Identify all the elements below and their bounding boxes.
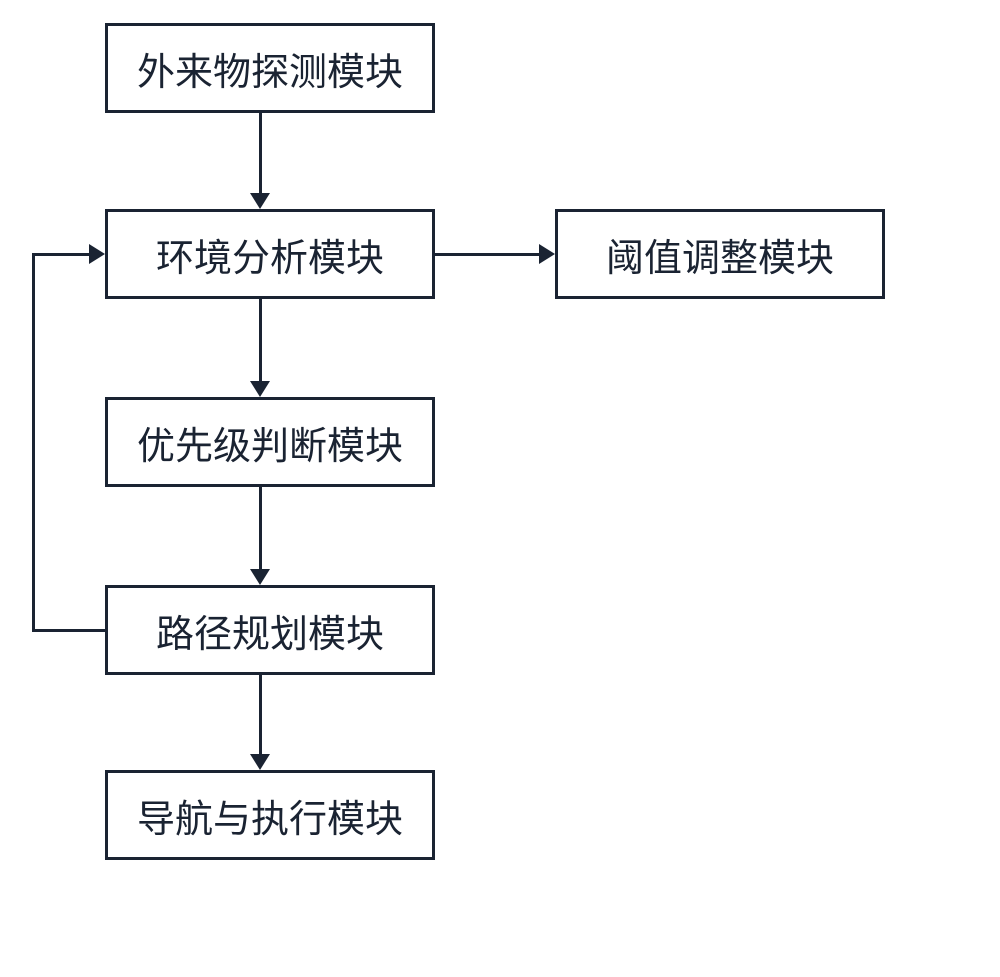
- flowchart-container: 外来物探测模块 环境分析模块 阈值调整模块 优先级判断模块 路径规划模块 导航与…: [0, 0, 1000, 977]
- edge-n2-n3-line: [435, 253, 539, 256]
- edge-feedback-v: [32, 253, 35, 632]
- edge-n2-n4-arrowhead: [250, 381, 270, 397]
- node-priority-judgment: 优先级判断模块: [105, 397, 435, 487]
- node-label: 路径规划模块: [156, 603, 384, 658]
- node-threshold-adjustment: 阈值调整模块: [555, 209, 885, 299]
- edge-n4-n5-arrowhead: [250, 569, 270, 585]
- node-label: 导航与执行模块: [137, 788, 403, 843]
- node-environment-analysis: 环境分析模块: [105, 209, 435, 299]
- edge-n1-n2-line: [259, 113, 262, 193]
- edge-n2-n3-arrowhead: [539, 244, 555, 264]
- edge-n4-n5-line: [259, 487, 262, 569]
- node-navigation-execution: 导航与执行模块: [105, 770, 435, 860]
- node-label: 环境分析模块: [156, 227, 384, 282]
- edge-feedback-arrowhead: [89, 244, 105, 264]
- node-label: 阈值调整模块: [606, 227, 834, 282]
- edge-n1-n2-arrowhead: [250, 193, 270, 209]
- edge-feedback-h2: [32, 253, 89, 256]
- node-label: 外来物探测模块: [137, 41, 403, 96]
- edge-n2-n4-line: [259, 299, 262, 381]
- node-label: 优先级判断模块: [137, 415, 403, 470]
- node-path-planning: 路径规划模块: [105, 585, 435, 675]
- edge-feedback-h1: [32, 629, 105, 632]
- node-foreign-object-detection: 外来物探测模块: [105, 23, 435, 113]
- edge-n5-n6-line: [259, 675, 262, 754]
- edge-n5-n6-arrowhead: [250, 754, 270, 770]
